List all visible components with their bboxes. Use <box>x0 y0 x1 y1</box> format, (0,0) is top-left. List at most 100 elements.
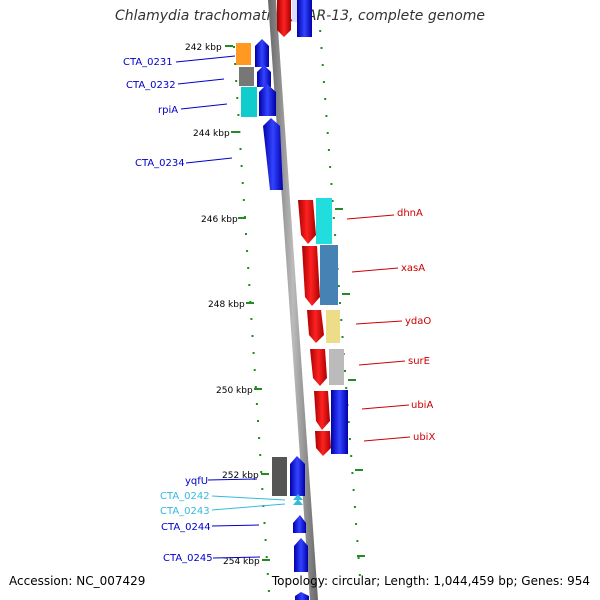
minor-tick <box>319 30 322 32</box>
right-labels: dhnA xasA ydaO surE ubiA ubiX <box>346 208 435 443</box>
cog-box <box>292 0 300 22</box>
minor-tick <box>241 182 244 184</box>
cog-box <box>241 87 257 117</box>
label-CTA_0245: CTA_0245 <box>163 553 213 564</box>
label-CTA_0231: CTA_0231 <box>123 57 173 68</box>
minor-tick <box>260 471 263 473</box>
minor-tick <box>251 335 254 337</box>
gene-CTA_0242[interactable] <box>293 494 303 500</box>
label-CTA_0232: CTA_0232 <box>126 80 176 91</box>
cog-box <box>236 43 251 65</box>
minor-tick <box>325 115 328 117</box>
minor-tick <box>254 386 257 388</box>
forward-gene[interactable] <box>297 0 312 37</box>
minor-tick <box>233 46 235 48</box>
leader-line <box>358 360 406 366</box>
minor-tick <box>266 573 269 575</box>
minor-tick <box>247 267 250 269</box>
minor-tick <box>350 455 353 457</box>
minor-tick <box>255 403 258 405</box>
label-CTA_0242: CTA_0242 <box>160 491 210 502</box>
gene-CTA_0244[interactable] <box>293 515 306 533</box>
label-rpiA: rpiA <box>158 105 178 116</box>
minor-tick <box>234 63 237 65</box>
minor-tick <box>259 454 262 456</box>
label-CTA_0234: CTA_0234 <box>135 158 185 169</box>
minor-tick <box>263 522 266 524</box>
leader-line <box>207 478 258 481</box>
leader-line <box>211 524 260 527</box>
minor-tick <box>352 489 355 491</box>
minor-tick <box>250 318 253 320</box>
gene-CTA_0245[interactable] <box>294 538 308 572</box>
leader-line <box>185 157 233 164</box>
reverse-genes <box>298 200 348 456</box>
reverse-gene[interactable] <box>277 0 291 37</box>
leader-line <box>351 267 399 273</box>
gene-CTA_0232[interactable] <box>257 65 271 87</box>
minor-tick <box>347 421 350 423</box>
minor-tick <box>258 437 261 439</box>
minor-tick <box>320 47 323 49</box>
minor-tick <box>351 472 354 474</box>
minor-tick <box>242 199 245 201</box>
minor-tick <box>331 200 334 202</box>
leader-line <box>361 404 410 410</box>
minor-tick <box>264 539 267 541</box>
minor-tick <box>329 166 332 168</box>
minor-tick <box>245 233 247 235</box>
label-CTA_0243: CTA_0243 <box>160 506 210 517</box>
gene-ubiA[interactable] <box>314 391 330 430</box>
tick-label: 254 kbp <box>223 557 260 567</box>
leader-line <box>212 556 261 559</box>
tick-tracks <box>233 13 361 592</box>
cog-box <box>326 310 340 343</box>
label-ydaO: ydaO <box>405 316 431 327</box>
gene-CTA_0231[interactable] <box>255 39 269 67</box>
minor-tick <box>327 149 330 151</box>
minor-tick <box>357 557 360 559</box>
minor-tick <box>326 132 329 134</box>
label-CTA_0244: CTA_0244 <box>161 522 211 533</box>
minor-tick <box>358 574 361 576</box>
minor-tick <box>344 370 346 372</box>
minor-tick <box>267 590 270 592</box>
minor-tick <box>353 506 356 508</box>
accession-text: Accession: NC_007429 <box>9 574 146 588</box>
tick-label: 250 kbp <box>216 386 253 396</box>
gene-yqfU[interactable] <box>290 456 305 496</box>
minor-tick <box>235 80 238 82</box>
tick-label: 248 kbp <box>208 300 245 310</box>
label-xasA: xasA <box>401 263 425 274</box>
minor-tick <box>239 148 242 150</box>
gene-CTA_0243[interactable] <box>293 499 303 505</box>
leader-line <box>211 503 286 511</box>
leader-line <box>211 495 286 501</box>
forward-gene[interactable] <box>331 390 348 454</box>
gene-ydaO[interactable] <box>307 310 324 343</box>
leader-line <box>346 214 395 220</box>
minor-tick <box>252 352 255 354</box>
gene-rpiA[interactable] <box>259 84 276 116</box>
leader-line <box>175 55 236 63</box>
minor-tick <box>248 284 251 286</box>
gene-CTA_0234[interactable] <box>263 118 283 190</box>
gene-dhnA[interactable] <box>298 200 316 244</box>
minor-tick <box>355 523 358 525</box>
genome-summary: Topology: circular; Length: 1,044,459 bp… <box>271 574 590 588</box>
minor-tick <box>341 336 344 338</box>
cog-boxes <box>236 43 344 496</box>
minor-tick <box>238 131 241 133</box>
minor-tick <box>339 302 341 304</box>
minor-tick <box>253 369 256 371</box>
gene-xasA[interactable] <box>302 246 320 306</box>
tick-label: 252 kbp <box>222 471 259 481</box>
tick-label: 246 kbp <box>201 215 238 225</box>
gene-surE[interactable] <box>310 349 327 386</box>
gene-ubiX[interactable] <box>315 431 331 456</box>
forward-gene[interactable] <box>295 592 309 600</box>
tick-label: 244 kbp <box>193 129 230 139</box>
left-labels: CTA_0231 CTA_0232 rpiA CTA_0234 yqfU CTA… <box>123 55 286 564</box>
leader-line <box>177 78 225 85</box>
minor-tick <box>324 98 327 100</box>
